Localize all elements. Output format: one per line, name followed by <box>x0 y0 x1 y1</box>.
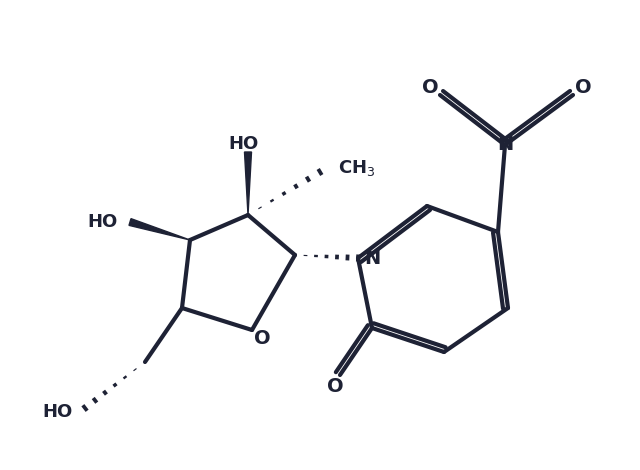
Text: O: O <box>326 377 343 397</box>
Text: HO: HO <box>88 213 118 231</box>
Text: CH$_3$: CH$_3$ <box>338 158 376 178</box>
Text: HO: HO <box>228 135 258 153</box>
Polygon shape <box>129 219 190 240</box>
Text: O: O <box>253 329 270 347</box>
Text: N: N <box>364 249 380 267</box>
Text: HO: HO <box>43 403 73 421</box>
Text: O: O <box>575 78 591 96</box>
Text: O: O <box>422 78 438 96</box>
Text: N: N <box>497 135 513 155</box>
Polygon shape <box>244 152 252 215</box>
